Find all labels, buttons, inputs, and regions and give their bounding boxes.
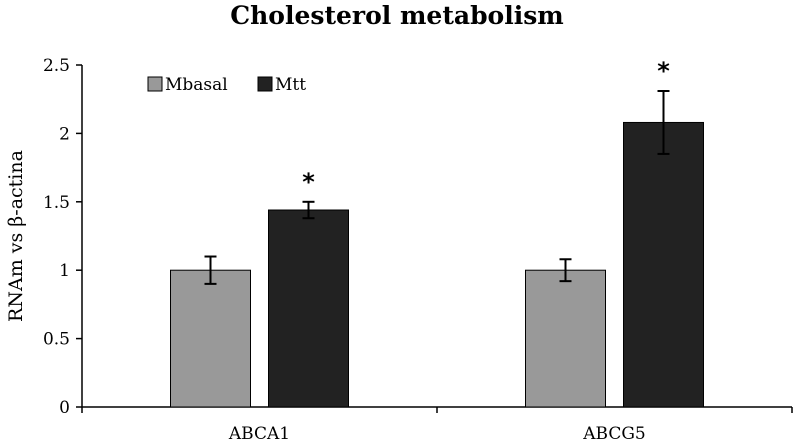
y-tick-label: 2: [59, 124, 70, 144]
y-tick-label: 0: [59, 398, 70, 418]
legend-swatch-mtt: [257, 76, 273, 92]
chart-title: Cholesterol metabolism: [230, 1, 564, 30]
bar-mbasal-abcg5: [525, 269, 606, 408]
bar-mtt-abca1: [268, 209, 349, 408]
y-tick-label: 2.5: [43, 56, 70, 76]
bar-mtt-abcg5: [623, 121, 704, 408]
significance-marker: *: [302, 168, 315, 196]
legend-label-mtt: Mtt: [275, 75, 306, 95]
y-tick-label: 1.5: [43, 193, 70, 213]
y-tick-label: 1: [59, 261, 70, 281]
bars: **: [170, 57, 704, 408]
y-tick-label: 0.5: [43, 330, 70, 350]
y-axis-label: RNAm vs β-actina: [5, 150, 27, 322]
legend-swatch-mbasal: [147, 76, 163, 92]
significance-marker: *: [657, 57, 670, 85]
x-tick-label: ABCG5: [582, 424, 646, 444]
x-tick-label: ABCA1: [228, 424, 290, 444]
bar-mbasal-abca1: [170, 269, 251, 408]
legend-label-mbasal: Mbasal: [165, 75, 228, 95]
legend: Mbasal Mtt: [147, 75, 306, 95]
